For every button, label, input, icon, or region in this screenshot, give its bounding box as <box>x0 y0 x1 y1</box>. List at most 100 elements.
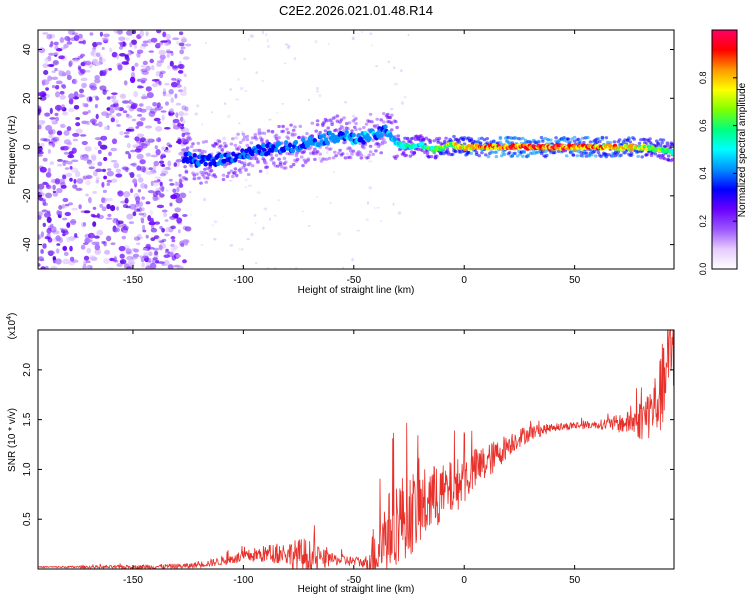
noise-blob <box>111 92 118 95</box>
noise-blob <box>150 237 156 242</box>
ridge-halo-point <box>578 141 582 145</box>
noise-blob <box>136 84 143 89</box>
noise-blob <box>101 181 105 188</box>
noise-blob <box>38 147 42 154</box>
noise-blob <box>154 145 158 150</box>
noise-blob <box>139 137 146 143</box>
noise-blob <box>126 142 131 149</box>
ridge-halo-point <box>238 140 243 144</box>
noise-blob <box>148 111 156 117</box>
colorbar-tick-label: 0.2 <box>698 215 708 228</box>
noise-blob <box>92 191 98 194</box>
noise-blob <box>106 170 114 177</box>
noise-blob <box>38 124 42 130</box>
noise-blob <box>158 240 165 243</box>
noise-blob <box>66 41 73 45</box>
colorbar-tick-label: 0.6 <box>698 119 708 132</box>
noise-blob <box>62 233 66 237</box>
ridge-halo-point <box>309 145 313 149</box>
ridge-halo-point <box>657 153 662 157</box>
noise-blob <box>117 64 123 71</box>
noise-blob <box>131 39 137 45</box>
noise-blob <box>121 235 127 240</box>
ridge-halo-point <box>234 173 239 177</box>
signal-ridge <box>181 112 674 185</box>
noise-speck <box>393 66 396 69</box>
ridge-halo-point <box>264 161 268 165</box>
noise-blob <box>107 168 112 171</box>
noise-speck <box>318 157 322 161</box>
ridge-core-point <box>420 141 425 146</box>
noise-blob <box>69 165 73 170</box>
noise-blob <box>174 93 178 99</box>
noise-blob <box>68 30 75 35</box>
noise-blob <box>174 207 182 213</box>
ridge-halo-point <box>570 137 574 141</box>
noise-blob <box>60 104 66 110</box>
noise-blob <box>133 90 139 98</box>
noise-blob <box>170 97 174 103</box>
ridge-halo-point <box>579 150 583 155</box>
ridge-halo-point <box>249 141 254 145</box>
noise-blob <box>95 168 103 173</box>
noise-blob <box>61 145 69 151</box>
noise-blob <box>49 107 53 115</box>
noise-blob <box>112 227 118 233</box>
noise-blob <box>131 65 135 72</box>
ridge-halo-point <box>203 150 207 154</box>
noise-blob <box>94 248 102 255</box>
noise-blob <box>80 134 87 137</box>
ridge-halo-point <box>277 124 281 129</box>
noise-blob <box>161 238 167 242</box>
ridge-halo-point <box>313 147 317 152</box>
noise-speck <box>370 44 374 47</box>
noise-blob <box>98 58 107 63</box>
ridge-core-point <box>185 159 190 164</box>
ridge-halo-point <box>401 150 406 154</box>
noise-blob <box>164 127 171 130</box>
noise-speck <box>264 32 268 37</box>
noise-speck <box>342 266 345 269</box>
noise-blob <box>70 218 77 226</box>
ridge-halo-point <box>619 153 623 157</box>
ridge-halo-point <box>262 131 267 135</box>
noise-blob <box>151 79 160 82</box>
noise-speck <box>314 40 318 44</box>
noise-blob <box>47 75 52 82</box>
noise-blob <box>82 102 86 107</box>
noise-speck <box>213 220 218 224</box>
ridge-halo-point <box>513 151 517 155</box>
noise-speck <box>240 248 244 251</box>
noise-blob <box>50 265 58 269</box>
noise-blob <box>140 217 144 222</box>
ridge-halo-point <box>309 151 313 155</box>
ridge-halo-point <box>648 137 652 141</box>
noise-blob <box>71 32 79 36</box>
noise-blob <box>82 111 89 115</box>
noise-blob <box>159 70 166 75</box>
noise-blob <box>112 218 117 224</box>
noise-blob <box>80 77 88 82</box>
ridge-halo-point <box>339 118 344 122</box>
noise-speck <box>301 210 304 213</box>
noise-blob <box>131 248 138 251</box>
noise-blob <box>47 210 51 214</box>
ridge-halo-point <box>281 129 285 133</box>
ridge-halo-point <box>182 137 186 142</box>
ridge-halo-point <box>653 152 658 156</box>
noise-speck <box>337 232 342 236</box>
noise-blob <box>158 49 166 56</box>
ridge-halo-point <box>272 161 276 165</box>
noise-blob <box>155 42 161 47</box>
noise-blob <box>97 121 103 128</box>
noise-blob <box>52 230 60 235</box>
y-tick-label: 0.5 <box>22 512 33 526</box>
noise-blob <box>46 33 52 40</box>
noise-blob <box>56 187 63 194</box>
ridge-halo-point <box>543 150 548 154</box>
noise-blob <box>126 56 130 62</box>
noise-blob <box>41 209 48 213</box>
ridge-core-point <box>196 162 201 167</box>
noise-blob <box>122 167 130 171</box>
ridge-halo-point <box>265 165 270 169</box>
